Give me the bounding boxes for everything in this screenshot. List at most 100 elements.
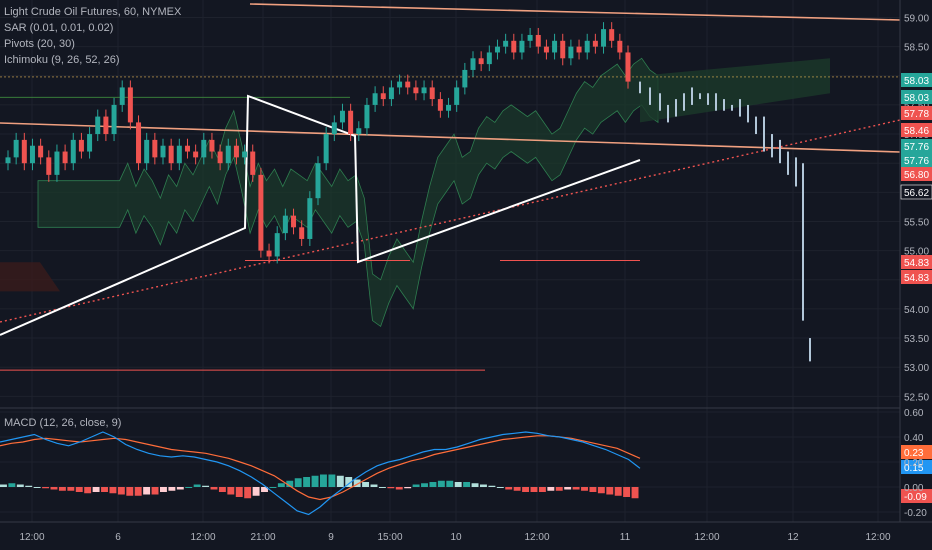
macd-histogram-bar	[227, 487, 235, 495]
time-axis[interactable]: 12:00 6 12:00 21:00 9 15:00 10 12:00 11 12:00 12 12…	[19, 532, 890, 543]
time-tick-label: 12:00	[694, 532, 719, 543]
candle-body	[535, 34, 541, 47]
candle-body	[193, 151, 199, 158]
price-tag-box	[901, 106, 932, 120]
macd-value-tag	[901, 460, 932, 474]
macd-histogram-bar	[168, 487, 176, 491]
time-tick-label: 12:00	[190, 532, 215, 543]
macd-histogram-bar	[143, 487, 151, 495]
pivot-levels	[0, 76, 900, 371]
price-tag-label: 54.83	[904, 273, 929, 284]
macd-histogram-bar	[631, 487, 639, 499]
resistance-trendline	[0, 122, 901, 153]
macd-histogram-bar	[614, 487, 622, 496]
macd-histogram-bar	[454, 482, 462, 487]
macd-histogram-bar	[303, 477, 311, 487]
macd-histogram-bar	[286, 480, 294, 487]
macd-histogram-bar	[33, 487, 41, 488]
pivots-legend: Pivots (20, 30)	[4, 38, 75, 50]
macd-histogram-bar	[294, 478, 302, 487]
price-tags: 58.03 58.03 57.78 58.46 57.76 57.76 56.80 56.62…	[900, 73, 932, 503]
macd-histogram-bar	[16, 484, 24, 487]
macd-histogram-bar	[244, 487, 252, 499]
macd-histogram-bar	[101, 487, 108, 492]
candle-body	[413, 87, 419, 94]
price-tick-label: 53.00	[904, 363, 929, 374]
candle-body	[62, 151, 68, 164]
candle-body	[388, 87, 394, 100]
price-tick-label: 52.50	[904, 392, 929, 403]
candle-body	[478, 58, 484, 65]
macd-histogram-bar	[261, 487, 268, 492]
time-tick-label: 6	[115, 532, 121, 543]
candle-body	[258, 174, 264, 251]
macd-histogram-bar	[488, 485, 496, 487]
macd-histogram-bar	[42, 487, 50, 489]
macd-histogram-bar	[8, 483, 16, 487]
candle-body	[584, 40, 590, 53]
macd-value-label: 0.23	[904, 448, 924, 459]
macd-histogram-bar	[92, 487, 100, 492]
price-tag-box	[901, 255, 932, 269]
candle-body	[494, 46, 500, 53]
macd-histogram-bar	[25, 485, 33, 487]
candle-body	[225, 145, 231, 164]
price-tag-box	[901, 270, 932, 284]
macd-histogram-bar	[606, 487, 614, 495]
macd-histogram-bar	[58, 487, 66, 491]
price-tag-label: 56.80	[904, 170, 929, 181]
price-tag-box	[901, 167, 932, 181]
macd-histogram-bar	[564, 487, 572, 490]
price-tag-label: 57.76	[904, 156, 929, 167]
price-tag-box	[901, 73, 932, 87]
price-tag-label: 58.46	[904, 126, 929, 137]
candle-body	[127, 87, 133, 123]
macd-histogram-bar	[387, 487, 395, 489]
price-tag-label: 58.03	[904, 93, 929, 104]
candle-body	[315, 163, 321, 199]
macd-histogram-bar	[623, 487, 631, 497]
candle-body	[291, 215, 297, 228]
candlesticks	[5, 22, 631, 264]
candle-body	[233, 145, 239, 158]
macd-histogram-bar	[218, 487, 226, 492]
candle-body	[486, 52, 492, 65]
candle-body	[617, 40, 623, 53]
support-trendline-dotted	[0, 119, 901, 323]
macd-histogram-bar	[513, 487, 521, 491]
candle-body	[609, 29, 615, 41]
price-tag-label: 57.76	[904, 142, 929, 153]
macd-histogram-bar	[151, 487, 159, 495]
macd-histogram-bar	[505, 487, 513, 490]
macd-axis[interactable]: 0.60 0.40 0.20 0.00 -0.20	[904, 408, 927, 519]
macd-histogram-bar	[0, 484, 7, 487]
price-tick-label: 54.00	[904, 305, 929, 316]
candle-body	[78, 139, 84, 152]
candle-body	[323, 134, 329, 164]
macd-histogram-bar	[581, 487, 588, 491]
candle-body	[454, 87, 460, 105]
candle-body	[552, 40, 558, 53]
price-tag-box	[901, 123, 932, 137]
candle-body	[209, 139, 215, 152]
macd-histogram-bar	[437, 480, 445, 487]
price-tag-label: 56.62	[904, 188, 929, 199]
candle-body	[331, 122, 337, 135]
cloud-area	[37, 57, 659, 328]
ichimoku-cloud	[0, 57, 830, 328]
price-tag-box	[901, 153, 932, 167]
macd-value-tag	[901, 489, 932, 503]
cloud-area-red	[0, 262, 60, 292]
candle-body	[152, 139, 158, 158]
macd-legend-box: MACD (12, 26, close, 9)	[4, 415, 121, 431]
macd-tick-label: 0.00	[904, 483, 924, 494]
candle-body	[119, 87, 125, 105]
candle-body	[421, 87, 427, 94]
macd-histogram-bar	[480, 484, 487, 487]
macd-histogram-bar	[362, 482, 370, 487]
candle-body	[519, 40, 525, 53]
macd-histogram-bar	[328, 474, 336, 487]
candle-body	[266, 250, 272, 257]
candle-body	[168, 145, 174, 164]
